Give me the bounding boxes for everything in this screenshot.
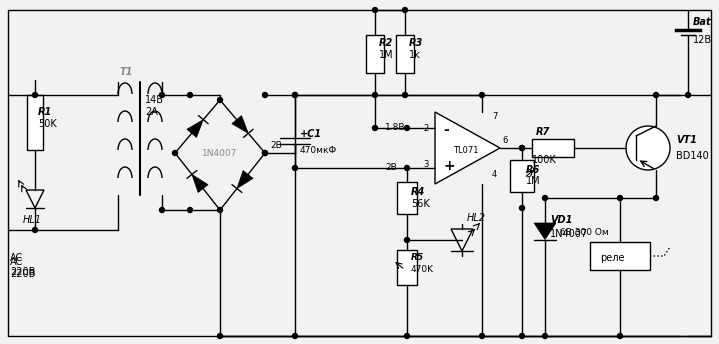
Circle shape xyxy=(372,93,377,97)
Circle shape xyxy=(293,93,298,97)
Polygon shape xyxy=(232,116,248,133)
Circle shape xyxy=(372,8,377,12)
Circle shape xyxy=(626,126,670,170)
Polygon shape xyxy=(187,120,203,138)
Circle shape xyxy=(405,126,410,130)
Text: 14B: 14B xyxy=(145,95,164,105)
Text: VT1: VT1 xyxy=(676,135,697,145)
Text: R4: R4 xyxy=(411,187,425,197)
Circle shape xyxy=(520,146,524,151)
Text: 100K: 100K xyxy=(532,155,557,165)
Text: 220B: 220B xyxy=(10,269,35,279)
Text: 2: 2 xyxy=(423,123,429,132)
Text: 470K: 470K xyxy=(411,266,434,275)
Circle shape xyxy=(293,93,298,97)
Text: 7: 7 xyxy=(492,111,498,120)
Text: 4: 4 xyxy=(492,170,498,179)
Polygon shape xyxy=(435,112,500,184)
Text: AC: AC xyxy=(10,253,23,263)
Bar xyxy=(396,35,414,73)
Text: 470мкФ: 470мкФ xyxy=(300,146,337,154)
Text: R2: R2 xyxy=(379,38,393,48)
Text: 56K: 56K xyxy=(411,199,430,209)
Circle shape xyxy=(188,207,193,213)
Circle shape xyxy=(173,151,178,155)
Text: 1M: 1M xyxy=(526,176,541,186)
Text: 1N4007: 1N4007 xyxy=(202,149,238,158)
Text: 1k: 1k xyxy=(409,50,421,60)
Text: 6В 300 Ом: 6В 300 Ом xyxy=(560,227,609,237)
Circle shape xyxy=(543,195,547,201)
Text: R3: R3 xyxy=(409,38,423,48)
Text: -: - xyxy=(443,123,449,137)
Text: R5: R5 xyxy=(411,254,424,262)
Circle shape xyxy=(262,151,267,155)
Circle shape xyxy=(405,333,410,338)
Circle shape xyxy=(405,237,410,243)
Circle shape xyxy=(403,93,408,97)
Text: 1M: 1M xyxy=(379,50,393,60)
Text: 1.8B: 1.8B xyxy=(385,122,406,131)
Circle shape xyxy=(618,195,623,201)
Text: 2B: 2B xyxy=(385,162,397,172)
Text: T1: T1 xyxy=(120,67,134,77)
Text: TL071: TL071 xyxy=(453,146,479,154)
Text: VD1: VD1 xyxy=(550,215,572,225)
Circle shape xyxy=(188,93,193,97)
Text: 2A: 2A xyxy=(145,107,158,117)
Text: 12B: 12B xyxy=(693,35,712,45)
Text: R1: R1 xyxy=(38,107,52,117)
Circle shape xyxy=(218,207,222,213)
Text: HL1: HL1 xyxy=(22,215,42,225)
Circle shape xyxy=(160,207,165,213)
Text: 50K: 50K xyxy=(38,119,57,129)
Polygon shape xyxy=(237,171,253,189)
Text: 220B: 220B xyxy=(10,267,35,277)
Text: R6: R6 xyxy=(526,165,540,175)
Text: AC: AC xyxy=(10,257,23,267)
Bar xyxy=(366,35,384,73)
Circle shape xyxy=(32,227,37,233)
Circle shape xyxy=(218,97,222,103)
Circle shape xyxy=(262,93,267,97)
Circle shape xyxy=(480,93,485,97)
Circle shape xyxy=(654,195,659,201)
Bar xyxy=(590,242,650,270)
Bar xyxy=(510,160,534,192)
Circle shape xyxy=(32,93,37,97)
Circle shape xyxy=(372,126,377,130)
Text: HL2: HL2 xyxy=(467,213,486,223)
Circle shape xyxy=(520,146,524,151)
Circle shape xyxy=(262,151,267,155)
Circle shape xyxy=(293,333,298,338)
Text: 2B: 2B xyxy=(270,140,282,150)
Text: R7: R7 xyxy=(536,127,550,137)
Circle shape xyxy=(218,333,222,338)
Circle shape xyxy=(685,93,690,97)
Bar xyxy=(397,250,417,285)
Text: +: + xyxy=(443,159,454,173)
Bar xyxy=(27,95,43,150)
Text: 3: 3 xyxy=(423,160,429,169)
Text: реле: реле xyxy=(600,253,625,263)
Text: BD140: BD140 xyxy=(676,151,709,161)
Text: Bat: Bat xyxy=(693,17,712,27)
Circle shape xyxy=(403,8,408,12)
Circle shape xyxy=(520,333,524,338)
Circle shape xyxy=(543,333,547,338)
Circle shape xyxy=(293,165,298,171)
Circle shape xyxy=(160,93,165,97)
Text: 1N4007: 1N4007 xyxy=(550,229,588,239)
Polygon shape xyxy=(534,223,556,239)
Circle shape xyxy=(654,93,659,97)
Circle shape xyxy=(618,333,623,338)
Text: +C1: +C1 xyxy=(300,129,322,139)
Circle shape xyxy=(480,333,485,338)
Bar xyxy=(532,139,574,157)
Bar xyxy=(397,182,417,214)
Text: 6: 6 xyxy=(502,136,508,144)
Circle shape xyxy=(520,205,524,211)
Polygon shape xyxy=(192,174,208,192)
Circle shape xyxy=(405,165,410,171)
